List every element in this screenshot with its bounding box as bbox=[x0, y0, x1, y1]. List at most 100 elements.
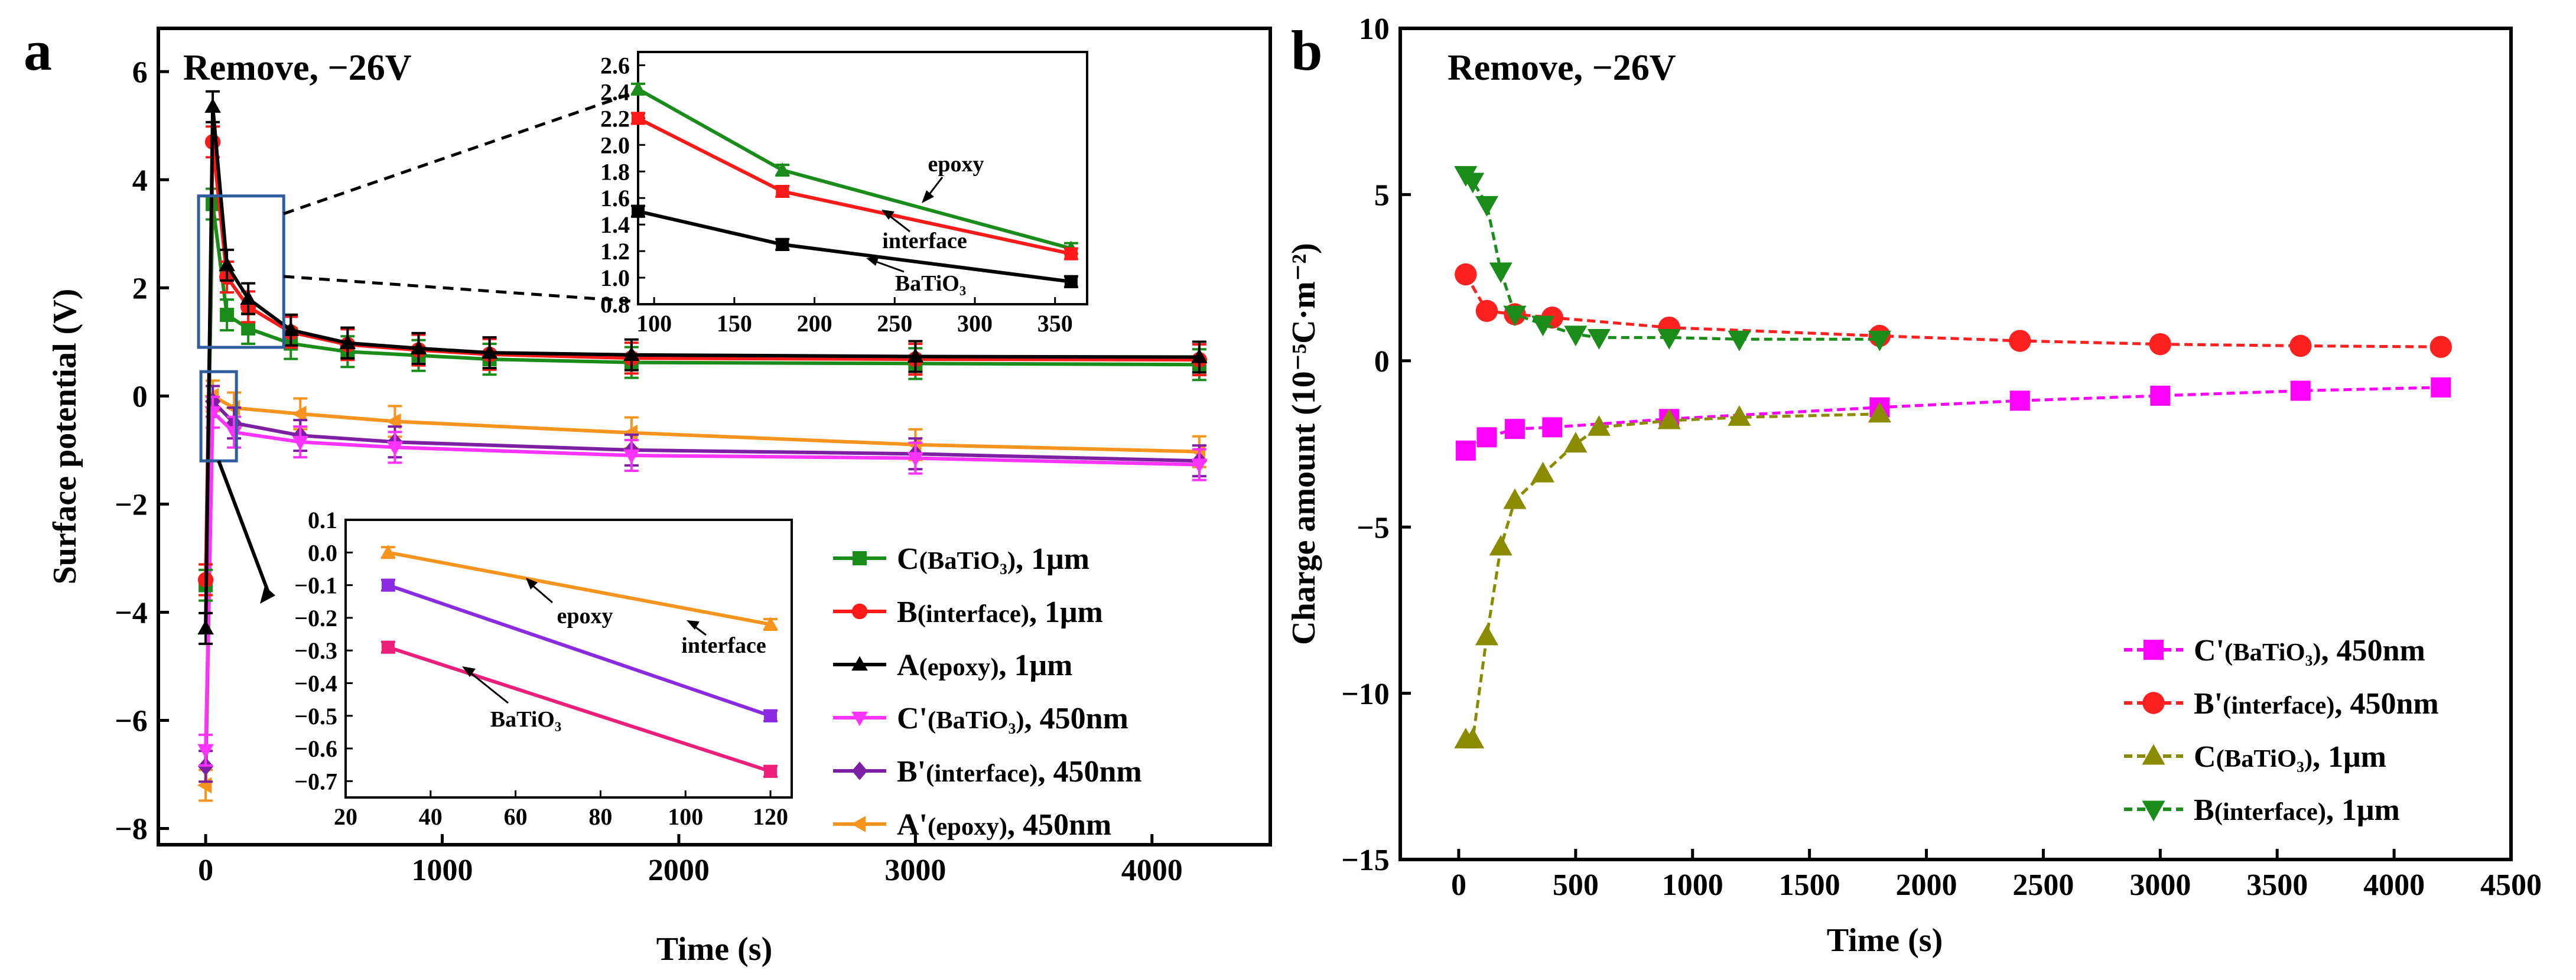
data-point bbox=[1064, 247, 1078, 261]
chart-annotation: Remove, −26V bbox=[183, 48, 412, 88]
data-point bbox=[776, 184, 789, 198]
data-point bbox=[907, 348, 924, 363]
data-point bbox=[410, 340, 427, 355]
y-tick-label: −0.7 bbox=[294, 768, 337, 795]
x-tick-label: 60 bbox=[504, 803, 528, 830]
data-point bbox=[380, 545, 396, 558]
zoom-connector bbox=[284, 275, 633, 303]
data-point bbox=[291, 405, 307, 422]
data-point bbox=[1475, 196, 1498, 217]
data-point bbox=[1455, 263, 1477, 286]
data-point bbox=[339, 334, 356, 349]
series-line bbox=[387, 583, 771, 718]
y-tick-label: 0.0 bbox=[308, 539, 337, 566]
legend-marker bbox=[2142, 692, 2165, 714]
legend-label: B'(interface), 450nm bbox=[897, 755, 1142, 789]
data-point bbox=[1587, 415, 1611, 436]
annotation-arrow bbox=[694, 625, 707, 636]
inset-annotation: epoxy bbox=[557, 604, 613, 629]
data-point bbox=[623, 424, 638, 441]
series-line bbox=[387, 645, 771, 773]
y-tick-label: −0.6 bbox=[294, 735, 337, 762]
panel-letter: b bbox=[1291, 19, 1322, 82]
y-tick-label: 6 bbox=[132, 56, 148, 89]
x-tick-label: 300 bbox=[957, 310, 993, 337]
y-tick-label: −5 bbox=[1357, 511, 1390, 545]
annotation-arrowhead bbox=[687, 620, 700, 630]
x-tick-label: 1500 bbox=[1779, 868, 1840, 902]
inset-annotation: interface bbox=[882, 229, 967, 253]
y-tick-label: −0.1 bbox=[294, 572, 337, 599]
data-point bbox=[632, 204, 645, 218]
data-point bbox=[1503, 488, 1527, 509]
legend-label: A'(epoxy), 450nm bbox=[897, 808, 1111, 842]
data-point bbox=[240, 290, 256, 305]
y-tick-label: 1.8 bbox=[600, 158, 630, 185]
x-tick-label: 2000 bbox=[648, 854, 710, 887]
data-point bbox=[1868, 402, 1891, 423]
data-point bbox=[219, 256, 235, 272]
legend-marker bbox=[851, 816, 866, 832]
x-tick-label: 3000 bbox=[884, 854, 946, 887]
data-point bbox=[1489, 262, 1513, 284]
y-axis-label: Surface potential (V) bbox=[47, 289, 83, 585]
inset-annotation: interface bbox=[681, 633, 766, 658]
y-tick-label: −10 bbox=[1341, 678, 1390, 711]
x-tick-label: 3000 bbox=[2129, 868, 2191, 902]
data-point bbox=[2009, 390, 2030, 411]
data-point bbox=[1564, 432, 1588, 452]
y-tick-label: 2.4 bbox=[600, 79, 630, 105]
legend-label: C(BaTiO₃), 1μm bbox=[897, 542, 1089, 576]
data-point bbox=[1728, 405, 1751, 426]
data-point bbox=[1064, 275, 1078, 288]
y-tick-label: 1.0 bbox=[600, 265, 630, 291]
data-point bbox=[1191, 458, 1208, 473]
annotation-arrow bbox=[469, 671, 509, 704]
data-point bbox=[1531, 315, 1554, 337]
x-axis-label: Time (s) bbox=[656, 931, 773, 968]
data-point bbox=[1587, 328, 1611, 350]
data-point bbox=[907, 452, 924, 467]
y-tick-label: 0 bbox=[1374, 345, 1390, 379]
data-point bbox=[775, 162, 790, 176]
chart-annotation: Remove, −26V bbox=[1448, 48, 1676, 88]
data-point bbox=[2431, 377, 2451, 398]
data-point bbox=[1191, 349, 1208, 363]
series-line bbox=[1465, 412, 1880, 741]
annotation-arrowhead bbox=[866, 256, 879, 266]
data-point bbox=[197, 620, 214, 635]
data-point bbox=[2150, 385, 2171, 406]
x-tick-label: 200 bbox=[797, 310, 832, 337]
zoom-arrowhead bbox=[260, 586, 275, 604]
data-point bbox=[1531, 461, 1554, 483]
y-tick-label: −0.5 bbox=[294, 703, 337, 730]
y-tick-label: 0 bbox=[132, 380, 148, 414]
data-point bbox=[776, 237, 789, 251]
data-point bbox=[1564, 325, 1588, 347]
zoom-arrow bbox=[217, 460, 271, 595]
x-tick-label: 2500 bbox=[2012, 868, 2074, 902]
data-point bbox=[1475, 624, 1498, 646]
data-point bbox=[1455, 440, 1476, 461]
data-point bbox=[1728, 330, 1751, 351]
legend-marker bbox=[853, 551, 867, 565]
y-tick-label: −4 bbox=[115, 597, 148, 630]
annotation-arrow bbox=[531, 584, 553, 604]
axes-frame bbox=[157, 27, 1272, 846]
x-tick-label: 20 bbox=[334, 803, 357, 830]
series-line bbox=[388, 551, 771, 626]
x-tick-label: 4000 bbox=[1121, 854, 1183, 887]
y-tick-label: −0.2 bbox=[294, 605, 337, 631]
zoom-connector bbox=[283, 92, 633, 216]
x-tick-label: 0 bbox=[198, 854, 213, 887]
inset-annotation: BaTiO₃ bbox=[490, 707, 562, 732]
y-tick-label: −15 bbox=[1341, 844, 1390, 877]
data-point bbox=[632, 112, 645, 125]
annotation-arrowhead bbox=[882, 210, 895, 220]
legend-marker bbox=[851, 603, 868, 620]
data-point bbox=[241, 321, 256, 336]
data-point bbox=[481, 344, 498, 359]
x-tick-label: 1000 bbox=[1662, 868, 1723, 902]
data-point bbox=[1475, 299, 1498, 323]
inset-annotation: BaTiO₃ bbox=[895, 271, 967, 296]
